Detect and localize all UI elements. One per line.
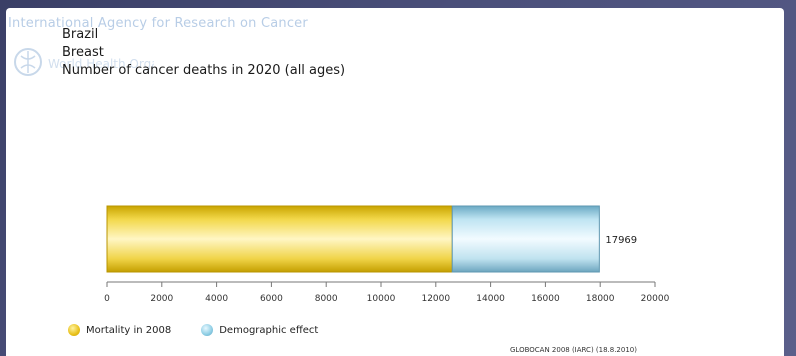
- legend-swatch-demographic: [201, 324, 214, 336]
- who-watermark-text: World Health Organization: [48, 57, 154, 71]
- legend: Mortality in 2008 Demographic effect: [68, 324, 318, 336]
- country-title: Brazil: [62, 27, 99, 42]
- who-logo-icon: World Health Organization: [14, 48, 154, 76]
- x-tick-label: 8000: [315, 294, 338, 304]
- legend-item-demographic: Demographic effect: [201, 324, 318, 336]
- legend-label-mortality: Mortality in 2008: [86, 324, 172, 336]
- x-tick-label: 18000: [586, 294, 615, 304]
- x-tick-label: 2000: [150, 294, 173, 304]
- x-tick-label: 14000: [476, 294, 505, 304]
- x-tick-label: 10000: [367, 294, 396, 304]
- chart-titles: Brazil Breast Number of cancer deaths in…: [62, 26, 345, 80]
- legend-label-demographic: Demographic effect: [219, 324, 319, 336]
- legend-swatch-mortality: [68, 324, 80, 336]
- bars-group: 17969: [106, 205, 637, 273]
- x-tick-label: 16000: [531, 294, 560, 304]
- x-tick-label: 6000: [260, 294, 283, 304]
- cancer-title: Breast: [62, 45, 104, 60]
- iarc-watermark: International Agency for Research on Can…: [8, 16, 308, 31]
- x-axis: 0 2000 4000 6000 8000 10000 12000 14000 16000 180…: [104, 281, 670, 304]
- x-tick-label: 0: [104, 294, 110, 304]
- x-tick-label: 20000: [641, 294, 670, 304]
- bar-total-label: 17969: [605, 235, 637, 246]
- chart-frame: International Agency for Research on Can…: [6, 8, 784, 356]
- stacked-bar-chart: 17969 0 2000 4000 6000 8000 10000 12000 14000 16…: [104, 205, 670, 304]
- source-note: GLOBOCAN 2008 (IARC) (18.8.2010): [510, 346, 637, 354]
- x-tick-label: 4000: [205, 294, 228, 304]
- bar-segment-demographic: [451, 205, 600, 273]
- bar-segment-mortality: [106, 205, 453, 273]
- x-tick-label: 12000: [421, 294, 450, 304]
- metric-title: Number of cancer deaths in 2020 (all age…: [62, 63, 346, 78]
- legend-item-mortality: Mortality in 2008: [68, 324, 171, 336]
